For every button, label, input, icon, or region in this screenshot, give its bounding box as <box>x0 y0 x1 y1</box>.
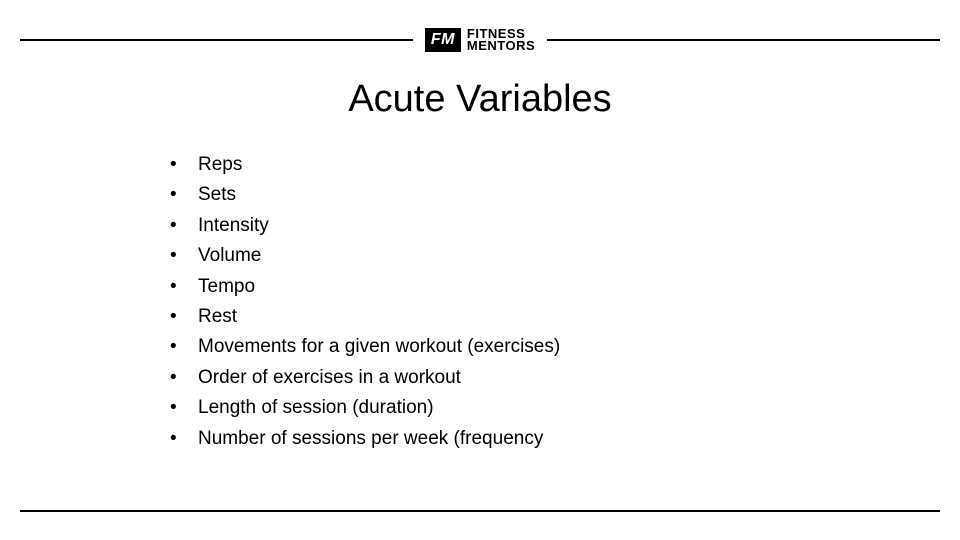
logo-text: FITNESS MENTORS <box>467 28 535 53</box>
header-divider-left <box>20 39 413 41</box>
list-item: Movements for a given workout (exercises… <box>170 332 560 362</box>
header-bar: FM FITNESS MENTORS <box>20 28 940 53</box>
list-item: Intensity <box>170 211 560 241</box>
list-item: Volume <box>170 241 560 271</box>
bullet-list: Reps Sets Intensity Volume Tempo Rest Mo… <box>170 150 560 454</box>
logo-line2: MENTORS <box>467 40 535 52</box>
list-item: Tempo <box>170 272 560 302</box>
list-item: Rest <box>170 302 560 332</box>
logo-badge: FM <box>425 28 461 52</box>
list-item: Number of sessions per week (frequency <box>170 424 560 454</box>
logo: FM FITNESS MENTORS <box>425 28 535 53</box>
footer-divider <box>20 510 940 512</box>
list-item: Reps <box>170 150 560 180</box>
slide-title: Acute Variables <box>0 78 960 121</box>
list-item: Order of exercises in a workout <box>170 363 560 393</box>
list-item: Sets <box>170 180 560 210</box>
header-divider-right <box>547 39 940 41</box>
list-item: Length of session (duration) <box>170 393 560 423</box>
